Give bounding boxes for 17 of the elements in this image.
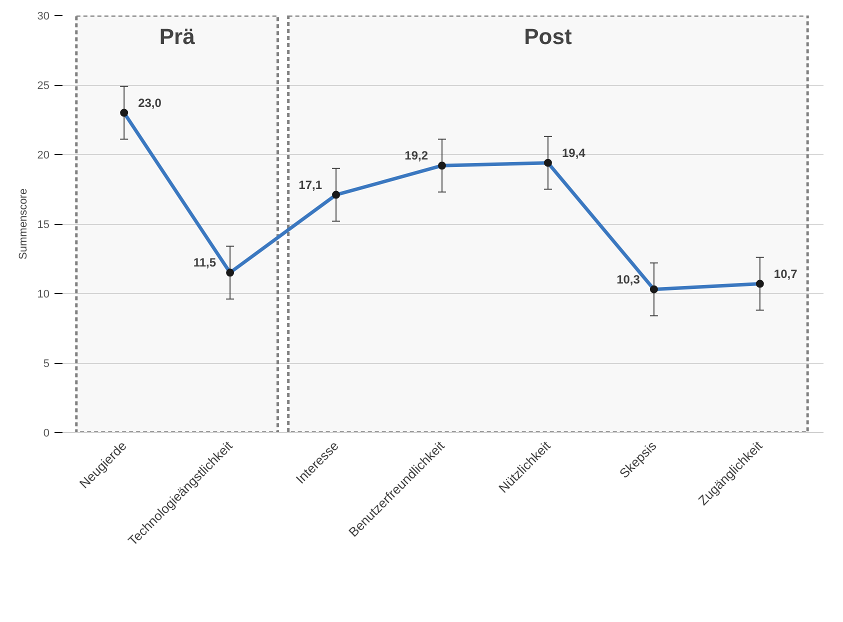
- y-axis-title: Summenscore: [17, 188, 30, 260]
- y-tick-label: 10: [37, 288, 50, 300]
- data-label: 10,3: [616, 272, 640, 286]
- data-label: 11,5: [193, 256, 216, 270]
- y-tick-label: 15: [37, 219, 50, 231]
- data-label: 17,1: [298, 178, 322, 192]
- data-label: 10,7: [774, 266, 798, 281]
- data-label: 19,2: [404, 148, 428, 163]
- band-label: Prä: [159, 24, 196, 49]
- y-tick-label: 25: [37, 80, 50, 92]
- y-tick-label: 20: [37, 150, 50, 162]
- data-label: 23,0: [138, 96, 162, 110]
- y-tick-label: 30: [37, 10, 50, 22]
- y-tick-label: 5: [43, 358, 50, 370]
- y-tick-label: 0: [43, 428, 50, 440]
- data-label: 19,4: [562, 146, 586, 160]
- band-label: Post: [524, 24, 572, 49]
